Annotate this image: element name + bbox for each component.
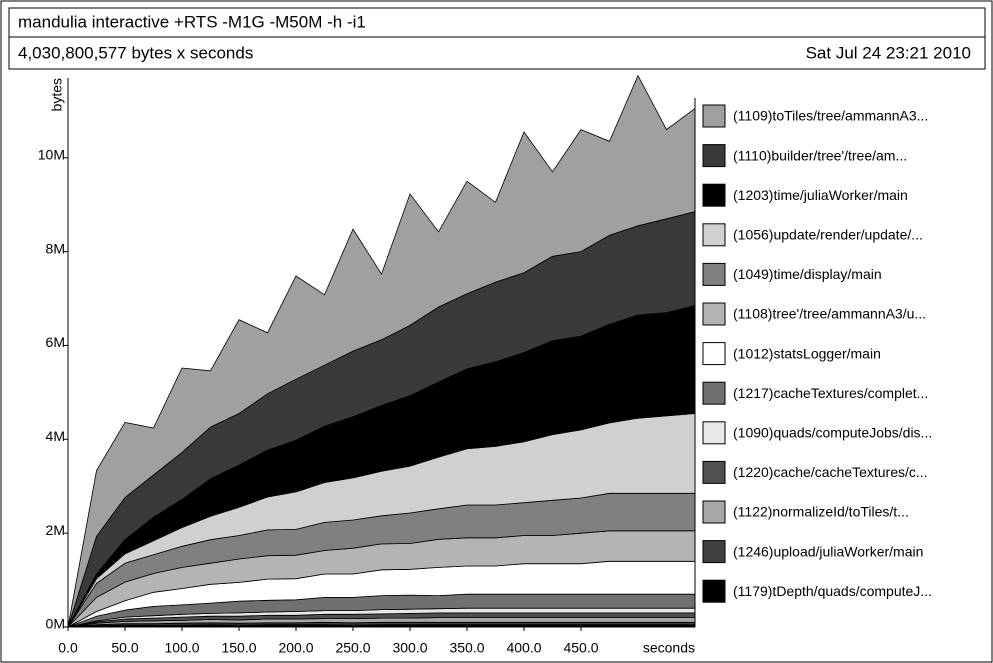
legend-swatch bbox=[702, 144, 726, 168]
legend-swatch bbox=[702, 381, 726, 405]
axes: 0M 2M 4M 6M 8M 10M 0.0 50.0 100.0 150.0 200.0 250.0… bbox=[38, 78, 696, 656]
y-axis-label: bytes bbox=[49, 78, 65, 111]
legend-label: (1220)cache/cacheTextures/c... bbox=[733, 464, 928, 480]
plot-area bbox=[67, 74, 696, 628]
legend-swatch bbox=[702, 342, 726, 366]
legend-label: (1110)builder/tree'/tree/am... bbox=[733, 147, 907, 163]
legend-label: (1246)upload/juliaWorker/main bbox=[733, 543, 923, 559]
legend-swatch bbox=[702, 302, 726, 326]
legend-swatch bbox=[702, 579, 726, 603]
x-tick-label: 350.0 bbox=[449, 640, 484, 656]
legend-label: (1049)time/display/main bbox=[733, 266, 882, 282]
legend-label: (1203)time/juliaWorker/main bbox=[733, 187, 908, 203]
x-tick-label: 0.0 bbox=[58, 640, 78, 656]
chart-subtitle: 4,030,800,577 bytes x seconds bbox=[18, 43, 253, 62]
y-tick-label: 0M bbox=[46, 616, 65, 632]
legend-swatch bbox=[702, 223, 726, 247]
subtitle-box bbox=[8, 36, 986, 70]
y-tick-label: 10M bbox=[38, 146, 65, 162]
legend-swatch bbox=[702, 540, 726, 564]
y-tick-label: 2M bbox=[46, 522, 65, 538]
chart-date: Sat Jul 24 23:21 2010 bbox=[806, 43, 971, 62]
x-tick-label: 150.0 bbox=[221, 640, 256, 656]
title-box bbox=[8, 7, 986, 38]
y-tick-label: 8M bbox=[46, 240, 65, 256]
chart-title: mandulia interactive +RTS -M1G -M50M -h … bbox=[18, 12, 366, 31]
x-tick-label: 400.0 bbox=[506, 640, 541, 656]
legend-swatch bbox=[702, 460, 726, 484]
x-tick-label: 300.0 bbox=[392, 640, 427, 656]
x-tick-label: 450.0 bbox=[563, 640, 598, 656]
legend: (1109)toTiles/tree/ammannA3... (1110)buil… bbox=[702, 104, 932, 603]
legend-label: (1056)update/render/update/... bbox=[733, 227, 923, 243]
x-tick-label: 50.0 bbox=[111, 640, 138, 656]
y-tick-label: 4M bbox=[46, 428, 65, 444]
x-tick-label: 250.0 bbox=[335, 640, 370, 656]
legend-label: (1217)cacheTextures/complet... bbox=[733, 385, 928, 401]
legend-swatch bbox=[702, 262, 726, 286]
y-tick-label: 6M bbox=[46, 334, 65, 350]
legend-swatch bbox=[702, 500, 726, 524]
legend-label: (1109)toTiles/tree/ammannA3... bbox=[733, 108, 928, 124]
legend-label: (1108)tree'/tree/ammannA3/u... bbox=[733, 306, 926, 322]
x-tick-label: 200.0 bbox=[278, 640, 313, 656]
legend-label: (1012)statsLogger/main bbox=[733, 345, 881, 361]
legend-swatch bbox=[702, 421, 726, 445]
legend-label: (1090)quads/computeJobs/dis... bbox=[733, 425, 932, 441]
legend-label: (1179)tDepth/quads/computeJ... bbox=[733, 583, 932, 599]
x-axis-label: seconds bbox=[643, 640, 695, 656]
legend-swatch bbox=[702, 104, 726, 128]
legend-label: (1122)normalizeId/toTiles/t... bbox=[733, 504, 909, 520]
legend-swatch bbox=[702, 183, 726, 207]
x-tick-label: 100.0 bbox=[164, 640, 199, 656]
